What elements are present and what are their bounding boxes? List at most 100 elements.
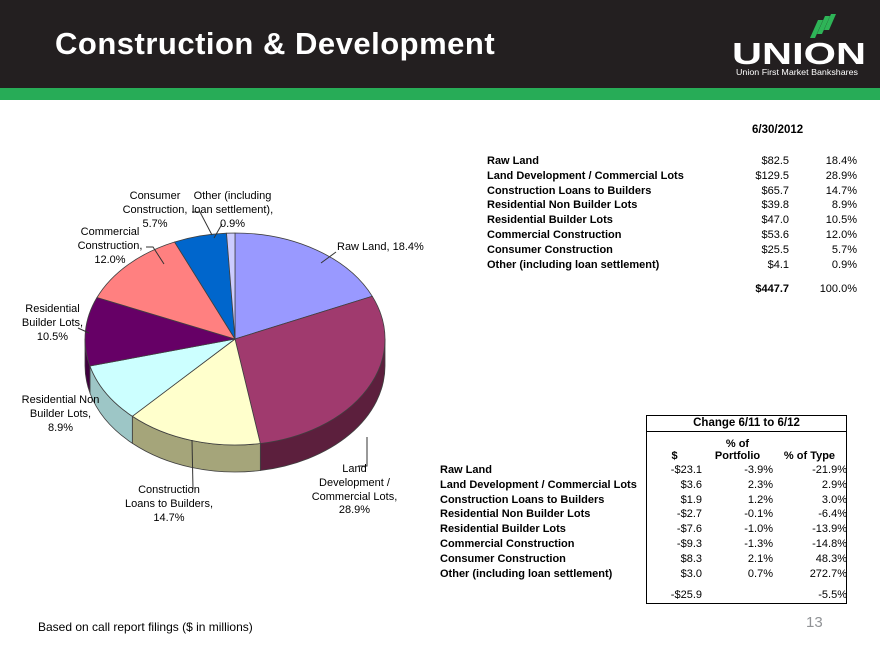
row-percent: 8.9% [831, 199, 857, 212]
row-amount: $4.1 [767, 258, 789, 271]
table-row: Consumer Construction $8.3 2.1% 48.3% [440, 552, 847, 567]
pie-slice [89, 338, 236, 417]
row-dollars: $8.3 [680, 552, 702, 565]
pie-label-leader-line [320, 251, 337, 264]
pie-slice [174, 232, 236, 340]
logo-tagline: Union First Market Bankshares [736, 67, 858, 77]
pie-label-line: Residential Non [21, 394, 100, 406]
row-percent: 0.9% [831, 258, 857, 271]
row-label: Raw Land [440, 464, 492, 476]
table-row: Residential Builder Lots -$7.6 -1.0% -13.9% [440, 522, 847, 537]
pie-label: Residential Builder Lots, 10.5% [5, 303, 100, 344]
row-percent: 10.5% [825, 214, 857, 227]
pie-label-line: 12.0% [94, 253, 126, 266]
table-row: Residential Non Builder Lots -$2.7 -0.1% -6… [440, 507, 847, 522]
row-label: Consumer Construction [440, 552, 566, 565]
pie-label-leader-line [146, 246, 165, 265]
row-amount: $82.5 [761, 155, 789, 167]
pie-label-line: Other (including [193, 190, 272, 202]
row-portfolio-pct: -1.0% [744, 523, 773, 536]
pie-label-line: Construction, [77, 239, 143, 252]
union-logo: UNION Union First Market Bankshares [732, 14, 866, 77]
row-dollars: $3.6 [680, 478, 702, 491]
snapshot-table: Raw Land $82.5 18.4% Land Development / Com… [487, 154, 857, 297]
pie-label-line: Commercial Lots, [311, 490, 398, 503]
row-label: Other (including loan settlement) [440, 567, 613, 580]
row-portfolio-pct: -0.1% [744, 508, 773, 521]
row-label: Residential Non Builder Lots [487, 199, 638, 212]
pie-slice [96, 241, 236, 340]
pie-label: Land Development / Commercial Lots, 28.9% [297, 463, 412, 518]
pie-slice-side [84, 338, 91, 394]
footnote: Based on call report filings ($ in milli… [38, 620, 253, 634]
row-amount: $53.6 [761, 228, 789, 241]
change-table-title: Change 6/11 to 6/12 [647, 416, 846, 432]
pie-label-line: Builder Lots, [21, 316, 84, 329]
row-type-pct: -14.8% [812, 537, 847, 550]
total-dollars: -$25.9 [670, 589, 702, 602]
total-percent: 100.0% [819, 283, 857, 296]
row-label [487, 282, 723, 297]
table-row: Commercial Construction $53.6 12.0% [487, 228, 857, 243]
row-dollars: -$2.7 [676, 508, 702, 521]
pie-slice-side [89, 365, 133, 444]
table-row: Raw Land -$23.1 -3.9% -21.9% [440, 463, 847, 478]
row-label: Raw Land [487, 155, 539, 167]
table-row: Other (including loan settlement) $4.1 0.9… [487, 258, 857, 273]
pie-label: Construction Loans to Builders, 14.7% [110, 484, 228, 525]
pie-label-line: Consumer [129, 190, 181, 202]
change-table-column-headers: $ % of Portfolio % of Type [647, 432, 846, 462]
row-amount: $129.5 [755, 169, 789, 182]
row-portfolio-pct: 2.1% [747, 552, 773, 565]
page-title: Construction & Development [55, 26, 496, 61]
row-label: Land Development / Commercial Lots [487, 169, 684, 182]
pie-slice [234, 295, 386, 444]
col-header-type: % of Type [783, 450, 836, 462]
pie-slice [234, 232, 373, 340]
pie-label-line: Commercial [80, 226, 140, 238]
row-type-pct: 48.3% [815, 552, 847, 565]
row-percent: 12.0% [825, 228, 857, 241]
table-total-row: -$25.9 -5.5% [440, 588, 847, 603]
table-row: Land Development / Commercial Lots $129.5… [487, 169, 857, 184]
table-row: Consumer Construction $25.5 5.7% [487, 243, 857, 258]
row-label: Residential Builder Lots [487, 214, 613, 227]
row-percent: 18.4% [825, 155, 857, 167]
logo-wordmark: UNION [732, 36, 866, 71]
pie-label: Consumer Construction, 5.7% [109, 190, 201, 231]
row-portfolio-pct: 0.7% [747, 567, 773, 580]
pie-label-leader-line [358, 437, 368, 467]
pie-label-line: Development / [319, 476, 390, 489]
row-label: Residential Builder Lots [440, 523, 566, 536]
row-amount: $47.0 [761, 214, 789, 227]
total-portfolio-pct [702, 588, 773, 603]
table-row: Construction Loans to Builders $1.9 1.2% 3.… [440, 493, 847, 508]
table-row: Construction Loans to Builders $65.7 14.7% [487, 184, 857, 199]
table-row: Residential Non Builder Lots $39.8 8.9% [487, 198, 857, 213]
row-label: Residential Non Builder Lots [440, 508, 591, 521]
pie-label-line: Land [342, 463, 367, 475]
pie-slice [84, 297, 236, 367]
pie-label: Raw Land, 18.4% [337, 241, 457, 255]
pie-label-line: 28.9% [338, 504, 371, 517]
col-header-portfolio: % of Portfolio [714, 438, 761, 462]
row-portfolio-pct: -3.9% [744, 464, 773, 476]
pie-slice [226, 232, 236, 340]
pie-label-leader-line [77, 327, 90, 334]
row-label [440, 588, 646, 603]
accent-bar [0, 88, 880, 100]
row-type-pct: -21.9% [812, 464, 847, 476]
row-type-pct: 2.9% [821, 478, 847, 491]
row-portfolio-pct: 2.3% [747, 478, 773, 491]
row-label: Other (including loan settlement) [487, 258, 660, 271]
row-amount: $25.5 [761, 243, 789, 256]
row-label: Commercial Construction [440, 537, 575, 550]
pie-label-line: 14.7% [153, 511, 185, 524]
total-type-pct: -5.5% [818, 589, 847, 602]
pie-label-line: Loans to Builders, [124, 497, 214, 510]
pie-slice [131, 338, 261, 446]
row-percent: 5.7% [831, 243, 857, 256]
table-row: Land Development / Commercial Lots $3.6 2.… [440, 478, 847, 493]
pie-label-leader-line [191, 439, 194, 490]
row-dollars: -$9.3 [676, 537, 702, 550]
